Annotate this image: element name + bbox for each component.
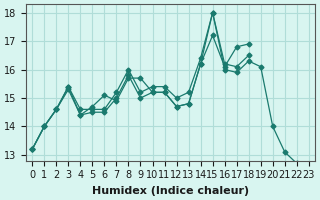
X-axis label: Humidex (Indice chaleur): Humidex (Indice chaleur) xyxy=(92,186,249,196)
